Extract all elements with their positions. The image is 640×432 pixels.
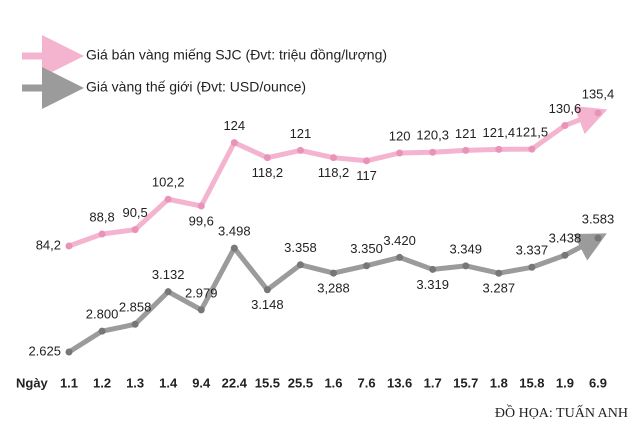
x-tick-label: 1.9 [556,375,574,390]
data-label: 118,2 [318,165,350,180]
data-label: 84,2 [36,237,61,252]
data-label: 130,6 [549,101,582,116]
data-point [462,262,470,270]
data-label: 3.583 [582,211,615,226]
data-point [561,251,569,259]
data-point [528,145,536,153]
x-tick-label: 1.1 [60,375,78,390]
data-label: 3.358 [284,240,317,255]
data-label: 3.420 [383,233,416,248]
data-point [594,234,602,242]
x-tick-label: 1.2 [93,375,111,390]
data-point [98,230,106,238]
x-tick-label: 22.4 [222,375,248,390]
x-tick-label: 25.5 [288,375,313,390]
x-tick-label: 7.6 [358,375,376,390]
data-point [495,269,503,277]
data-point [65,242,73,250]
data-label: 88,8 [89,209,114,224]
data-label: 3.438 [549,231,582,246]
data-label: 117 [356,168,377,183]
data-point [230,139,238,147]
data-label: 124 [223,118,245,133]
data-point [561,121,569,129]
data-point [363,262,371,270]
credit: ĐỒ HỌA: TUẤN ANH [495,403,628,421]
x-tick-label: 9.4 [192,375,211,390]
data-point [263,154,271,162]
data-label: 120,3 [416,128,449,143]
data-label: 3.350 [350,241,383,256]
data-point [263,286,271,294]
x-axis-label: Ngày [16,375,49,390]
data-point [197,202,205,210]
data-label: 2.625 [28,343,61,358]
data-point [462,146,470,154]
data-label: 99,6 [189,213,214,228]
data-point [429,265,437,273]
data-label: 2.979 [185,285,218,300]
data-point [65,348,73,356]
x-tick-label: 1.6 [324,375,342,390]
data-point [594,109,602,117]
data-label: 135,4 [582,86,615,101]
x-tick-label: 13.6 [387,375,412,390]
data-point [495,145,503,153]
data-point [131,320,139,328]
data-point [429,148,437,156]
data-point [296,261,304,269]
data-label: 3.319 [416,277,449,292]
data-label: 3.148 [251,297,284,312]
data-point [164,288,172,296]
data-label: 121 [455,126,477,141]
data-label: 3.337 [516,243,549,258]
legend-label: Giá bán vàng miếng SJC (Đvt: triệu đồng/… [86,47,387,63]
data-point [164,195,172,203]
x-tick-label: 1.3 [126,375,144,390]
data-label: 3.349 [449,241,482,256]
data-point [396,149,404,157]
data-point [330,154,337,162]
data-label: 120 [389,128,411,143]
data-label: 118,2 [252,165,284,180]
x-tick-label: 6.9 [589,375,607,390]
x-tick-label: 1.8 [490,375,508,390]
x-tick-label: 1.7 [424,375,442,390]
data-label: 121 [290,126,312,141]
data-label: 3,288 [317,281,350,296]
x-tick-label: 1.4 [159,375,178,390]
data-point [197,306,205,314]
data-label: 121,5 [516,125,549,140]
data-label: 102,2 [152,175,185,190]
data-point [396,253,404,261]
data-point [363,157,371,165]
data-label: 2.858 [119,300,152,315]
data-label: 3.498 [218,224,251,239]
legend-label: Giá vàng thế giới (Đvt: USD/ounce) [86,79,306,95]
data-label: 2.800 [86,307,119,322]
x-tick-label: 15.7 [453,375,478,390]
x-tick-label: 15.5 [255,375,280,390]
data-point [131,226,139,234]
data-point [230,244,238,252]
data-point [330,269,337,277]
data-point [98,327,106,335]
data-label: 90,5 [122,205,147,220]
data-label: 3.132 [152,267,185,282]
data-label: 3.287 [483,281,516,296]
data-point [528,263,536,271]
x-tick-label: 15.8 [519,375,544,390]
data-point [296,146,304,154]
data-label: 121,4 [483,125,516,140]
